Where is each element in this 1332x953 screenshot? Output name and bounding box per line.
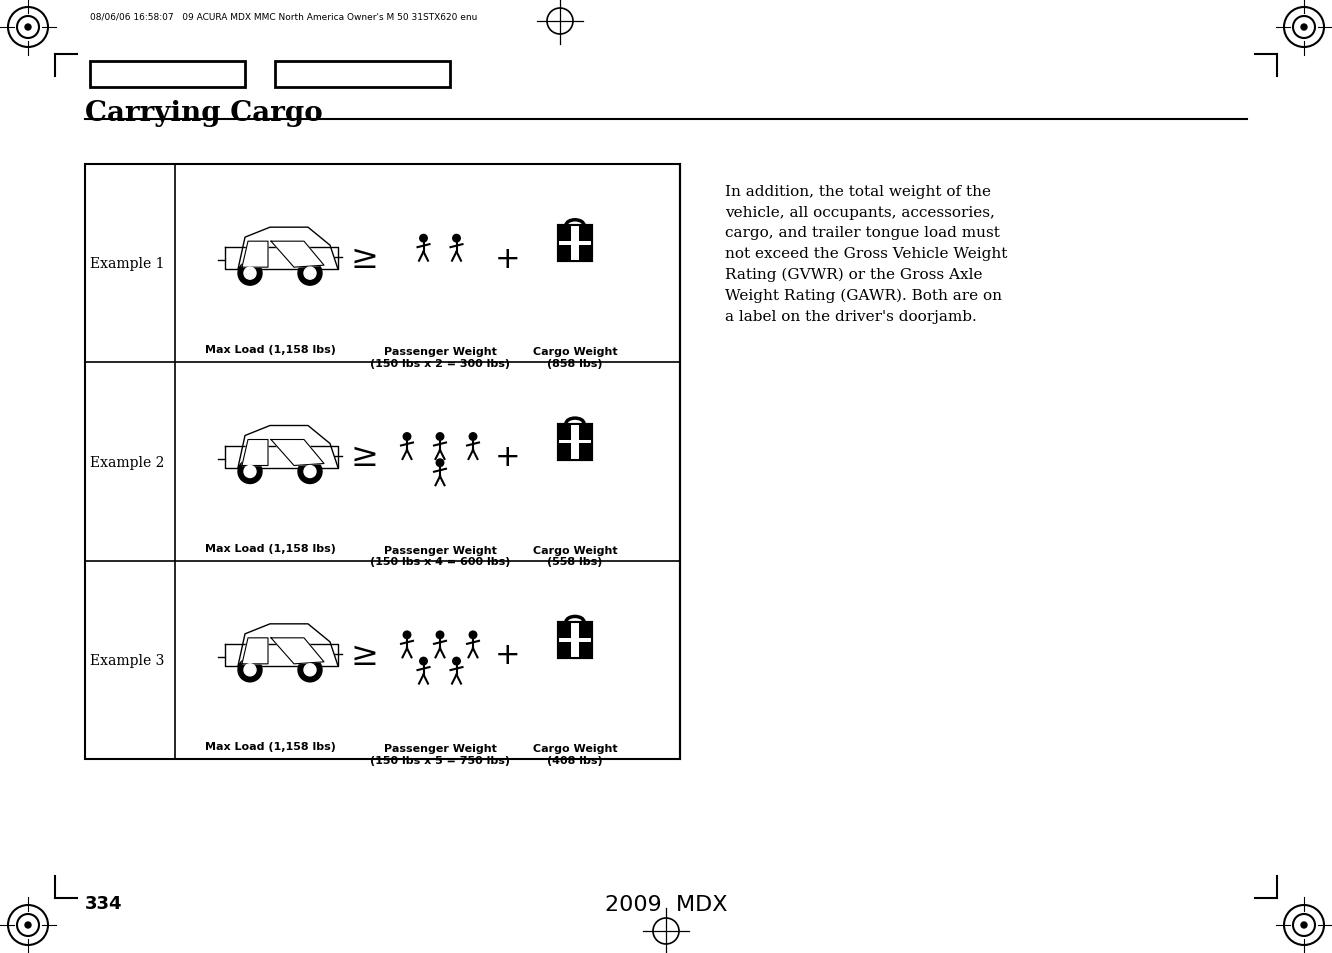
Polygon shape (270, 440, 324, 466)
Bar (558, 639, 593, 642)
Circle shape (238, 460, 262, 484)
Circle shape (437, 434, 444, 441)
Bar (558, 440, 593, 444)
Circle shape (437, 459, 444, 467)
Circle shape (238, 262, 262, 286)
Text: Carrying Cargo: Carrying Cargo (85, 100, 322, 127)
Text: Cargo Weight
(858 lbs): Cargo Weight (858 lbs) (533, 347, 617, 369)
Circle shape (25, 25, 31, 30)
Circle shape (298, 262, 322, 286)
Circle shape (1301, 923, 1307, 928)
Circle shape (404, 434, 410, 441)
Text: Passenger Weight
(150 lbs x 4 = 600 lbs): Passenger Weight (150 lbs x 4 = 600 lbs) (370, 545, 510, 567)
Bar (558, 622, 593, 659)
Circle shape (404, 632, 410, 639)
Polygon shape (238, 228, 338, 270)
Text: Example 3: Example 3 (91, 653, 164, 667)
Circle shape (437, 632, 444, 639)
Text: Cargo Weight
(558 lbs): Cargo Weight (558 lbs) (533, 545, 617, 567)
Bar (571, 622, 578, 659)
Bar (91, 62, 245, 88)
Text: +: + (496, 640, 521, 670)
Bar (571, 226, 578, 262)
Circle shape (453, 658, 461, 665)
Circle shape (420, 658, 428, 665)
Circle shape (453, 235, 461, 243)
Polygon shape (242, 242, 268, 268)
Text: In addition, the total weight of the
vehicle, all occupants, accessories,
cargo,: In addition, the total weight of the veh… (725, 185, 1007, 323)
Bar (558, 424, 593, 460)
Polygon shape (238, 624, 338, 666)
Polygon shape (270, 639, 324, 664)
Text: Max Load (1,158 lbs): Max Load (1,158 lbs) (205, 345, 336, 355)
Circle shape (304, 664, 316, 676)
Text: Max Load (1,158 lbs): Max Load (1,158 lbs) (205, 543, 336, 553)
Polygon shape (242, 440, 268, 466)
Bar (558, 226, 593, 262)
Circle shape (304, 466, 316, 478)
Circle shape (304, 268, 316, 280)
Text: Example 1: Example 1 (91, 257, 164, 271)
Text: Passenger Weight
(150 lbs x 2 = 300 lbs): Passenger Weight (150 lbs x 2 = 300 lbs) (370, 347, 510, 369)
Bar (558, 242, 593, 246)
Text: 2009  MDX: 2009 MDX (605, 894, 727, 914)
Bar (274, 62, 450, 88)
Polygon shape (242, 639, 268, 664)
Polygon shape (238, 426, 338, 468)
Circle shape (244, 268, 256, 280)
Polygon shape (225, 644, 338, 666)
Bar (85, 165, 681, 760)
Text: Example 2: Example 2 (91, 455, 164, 469)
Circle shape (469, 434, 477, 441)
Polygon shape (270, 242, 324, 268)
Text: Cargo Weight
(408 lbs): Cargo Weight (408 lbs) (533, 743, 617, 765)
Text: Passenger Weight
(150 lbs x 5 = 750 lbs): Passenger Weight (150 lbs x 5 = 750 lbs) (370, 743, 510, 765)
Bar (571, 424, 578, 460)
Circle shape (298, 659, 322, 682)
Text: ≥: ≥ (352, 639, 380, 671)
Text: Max Load (1,158 lbs): Max Load (1,158 lbs) (205, 741, 336, 751)
Circle shape (244, 466, 256, 478)
Bar (558, 622, 593, 659)
Text: 08/06/06 16:58:07   09 ACURA MDX MMC North America Owner's M 50 31STX620 enu: 08/06/06 16:58:07 09 ACURA MDX MMC North… (91, 12, 477, 22)
Polygon shape (225, 446, 338, 468)
Text: ≥: ≥ (352, 441, 380, 473)
Circle shape (244, 664, 256, 676)
Circle shape (238, 659, 262, 682)
Polygon shape (225, 248, 338, 270)
Text: +: + (496, 442, 521, 472)
Bar (558, 424, 593, 460)
Bar (558, 226, 593, 262)
Circle shape (469, 632, 477, 639)
Text: ≥: ≥ (352, 243, 380, 274)
Circle shape (1301, 25, 1307, 30)
Text: +: + (496, 244, 521, 274)
Circle shape (25, 923, 31, 928)
Text: 334: 334 (85, 894, 123, 912)
Circle shape (298, 460, 322, 484)
Circle shape (420, 235, 428, 243)
